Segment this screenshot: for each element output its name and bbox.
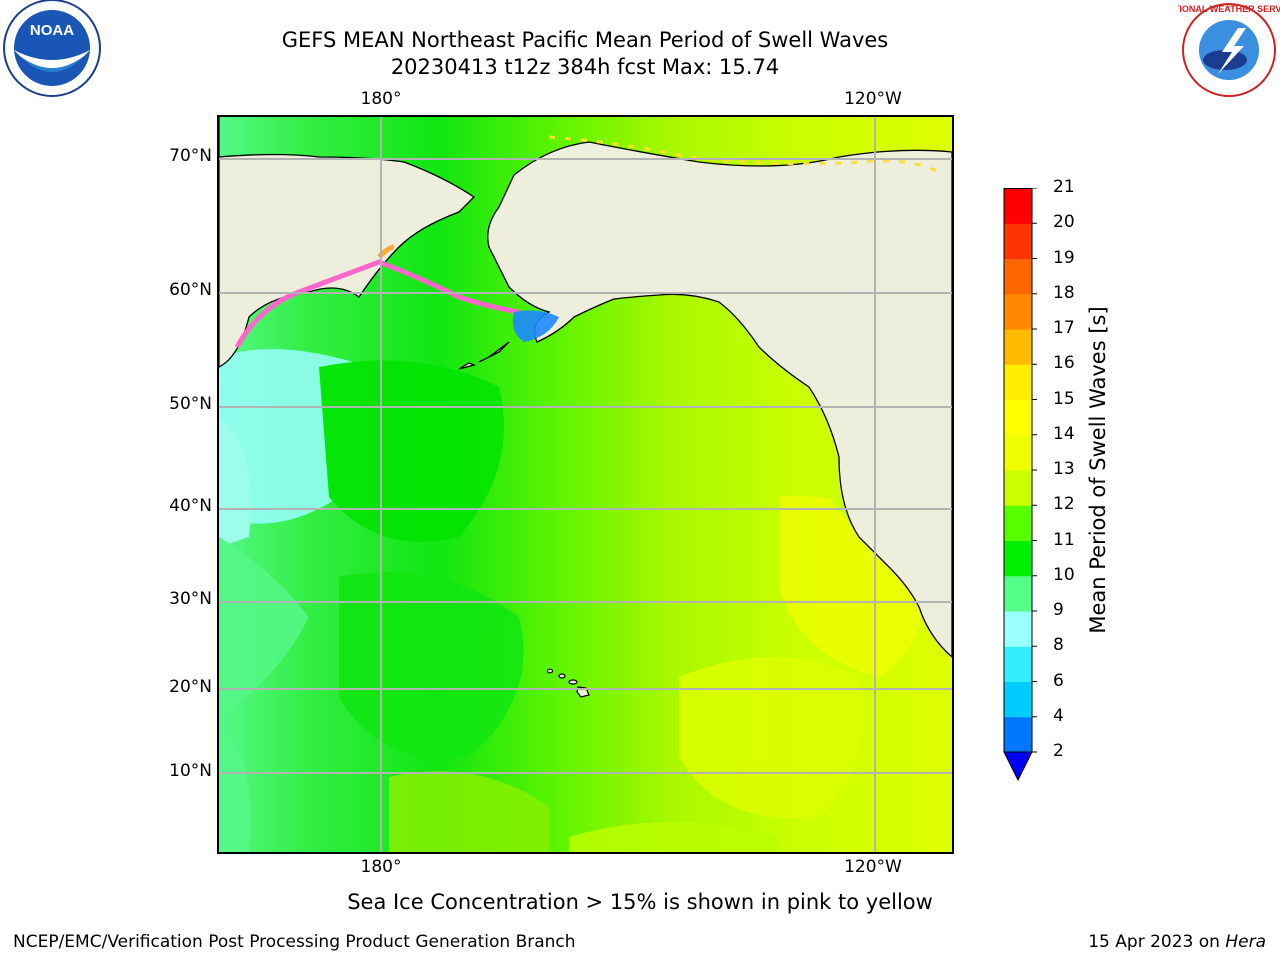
colorbar-label: 6 <box>1053 670 1064 691</box>
colorbar-label: 18 <box>1053 282 1075 303</box>
colorbar-segment <box>1004 329 1032 365</box>
footer-organization: NCEP/EMC/Verification Post Processing Pr… <box>13 932 576 952</box>
colorbar-segment <box>1004 716 1032 753</box>
colorbar-segment <box>1004 611 1032 647</box>
lon-label-top-180: 180° <box>360 89 402 109</box>
colorbar-segment <box>1004 540 1032 577</box>
colorbar-label: 2 <box>1053 741 1064 761</box>
noaa-logo-icon: NOAA <box>0 0 104 104</box>
lat-label-70n: 70°N <box>169 146 212 166</box>
lat-label-10n: 10°N <box>169 761 212 781</box>
colorbar <box>1003 187 1037 783</box>
colorbar-segment <box>1004 258 1032 295</box>
colorbar-label: 16 <box>1053 353 1075 374</box>
colorbar-segment <box>1004 399 1032 436</box>
colorbar-segment <box>1004 681 1032 718</box>
colorbar-label: 17 <box>1053 318 1075 338</box>
lat-label-20n: 20°N <box>169 677 212 697</box>
colorbar-label: 4 <box>1053 705 1064 726</box>
colorbar-label: 15 <box>1053 388 1075 409</box>
colorbar-segment <box>1004 364 1032 400</box>
colorbar-segment <box>1004 575 1032 612</box>
chart-title: GEFS MEAN Northeast Pacific Mean Period … <box>281 28 889 52</box>
lon-label-bottom-120w: 120°W <box>844 857 902 877</box>
colorbar-segment <box>1004 223 1032 259</box>
colorbar-segment <box>1004 470 1032 506</box>
lat-label-30n: 30°N <box>169 589 212 609</box>
colorbar-segment <box>1004 293 1032 330</box>
colorbar-segment <box>1004 646 1032 682</box>
map-panel <box>217 115 954 854</box>
nws-logo-text: NATIONAL WEATHER SERVICE <box>1178 4 1280 14</box>
colorbar-segment <box>1004 434 1032 471</box>
colorbar-label: 13 <box>1053 459 1075 479</box>
noaa-logo-text: NOAA <box>30 22 74 39</box>
lon-label-bottom-180: 180° <box>360 857 402 877</box>
colorbar-label: 8 <box>1053 635 1064 656</box>
footer-date: 15 Apr 2023 on Hera <box>1088 932 1266 952</box>
colorbar-label: 11 <box>1053 529 1075 550</box>
footer-host: Hera <box>1225 932 1266 952</box>
colorbar-label: 19 <box>1053 247 1075 268</box>
colorbar-label: 12 <box>1053 494 1075 515</box>
footer-date-text: 15 Apr 2023 on <box>1088 932 1220 952</box>
cook-inlet-patch <box>512 310 559 342</box>
lon-label-top-120w: 120°W <box>844 89 902 109</box>
chart-subtitle: 20230413 t12z 384h fcst Max: 15.74 <box>390 55 780 79</box>
land-aleutians <box>478 341 510 363</box>
colorbar-label: 9 <box>1053 600 1064 620</box>
colorbar-label: 21 <box>1053 177 1075 197</box>
graticule <box>219 117 952 852</box>
colorbar-segment <box>1004 505 1032 541</box>
land-siberia <box>219 117 476 368</box>
colorbar-extend-arrow <box>1003 751 1033 782</box>
nws-logo-icon: NATIONAL WEATHER SERVICE <box>1162 0 1280 100</box>
lat-label-60n: 60°N <box>169 280 212 300</box>
lat-label-40n: 40°N <box>169 496 212 516</box>
colorbar-label: 14 <box>1053 423 1075 444</box>
lat-label-50n: 50°N <box>169 394 212 414</box>
colorbar-segment <box>1004 188 1032 224</box>
colorbar-label: 20 <box>1053 212 1075 233</box>
colorbar-label: 10 <box>1053 564 1075 585</box>
colorbar-title: Mean Period of Swell Waves [s] <box>1086 306 1110 634</box>
sea-ice-caption: Sea Ice Concentration > 15% is shown in … <box>347 890 933 914</box>
